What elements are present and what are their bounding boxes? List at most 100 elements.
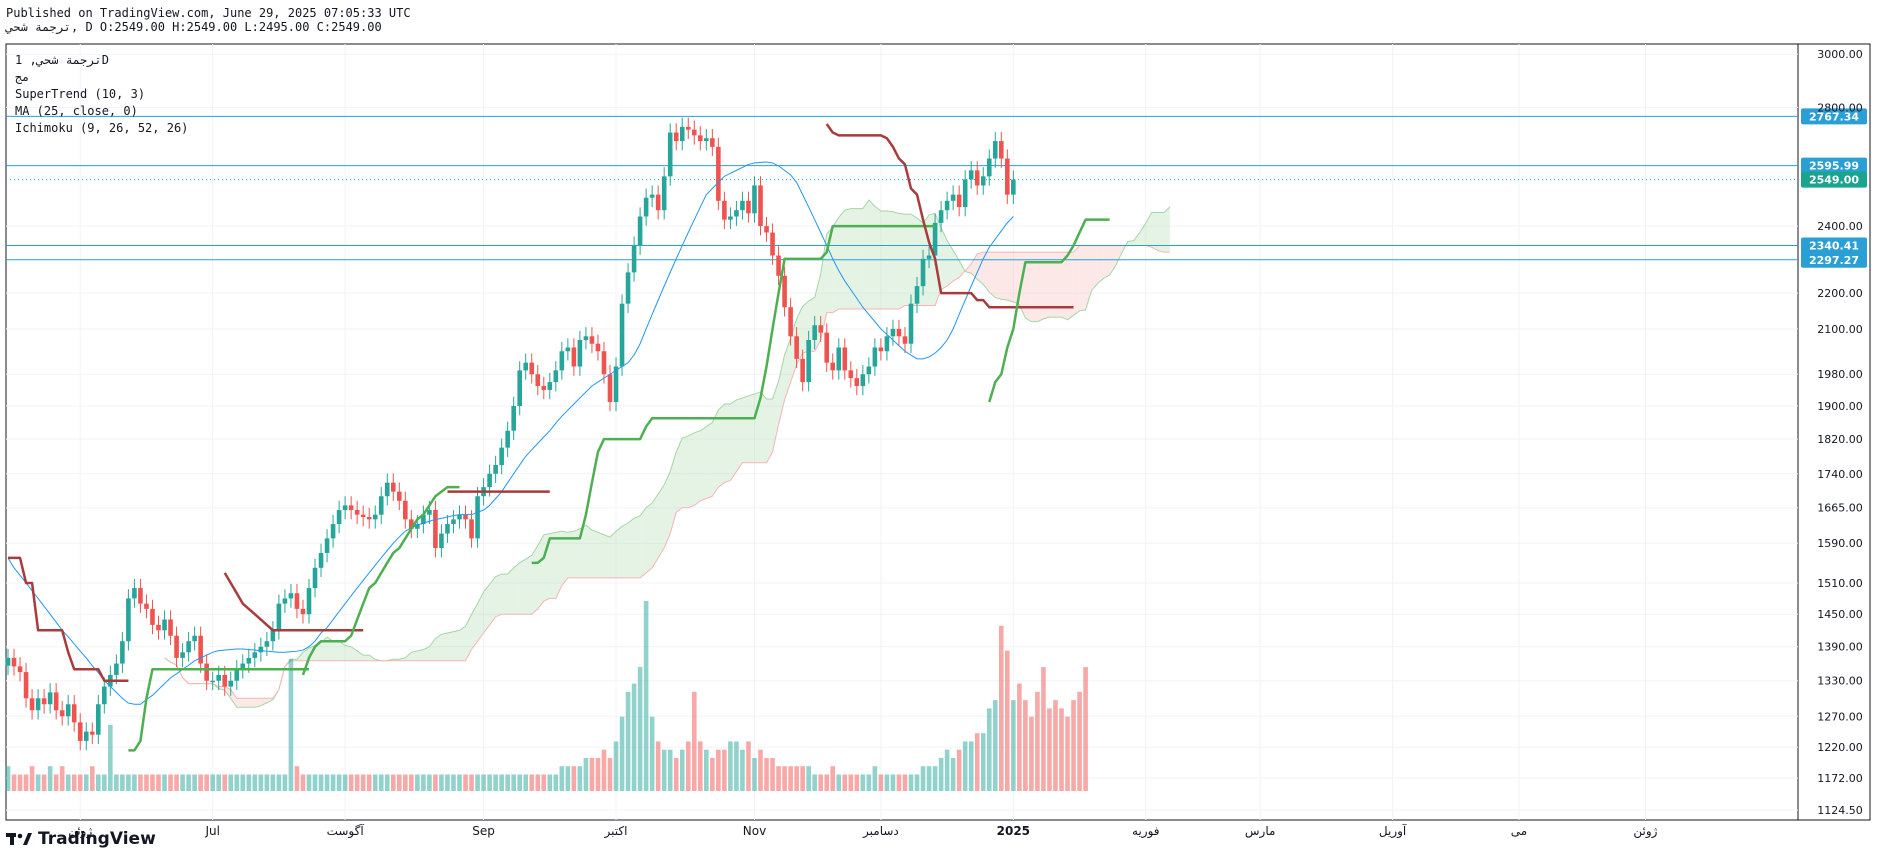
candle-body (794, 336, 799, 359)
legend-ma[interactable]: MA (25, close, 0) (15, 104, 138, 118)
volume-bar (144, 774, 149, 791)
candle-body (685, 126, 691, 130)
candle-body (932, 222, 938, 256)
volume-bar (264, 774, 270, 791)
volume-bar (649, 716, 655, 791)
volume-bar (1041, 667, 1046, 791)
volume-bar (547, 774, 553, 791)
volume-bar (613, 741, 619, 791)
candle-body (336, 510, 342, 525)
volume-bar (661, 749, 667, 791)
cloud-segment (405, 652, 412, 661)
volume-bar (83, 774, 89, 791)
volume-bar (469, 774, 474, 791)
cloud-segment (459, 626, 466, 661)
volume-bar (222, 774, 228, 791)
cloud-segment (224, 686, 231, 699)
price-level-label: 2767.34 (1809, 110, 1859, 123)
cloud-segment (610, 531, 617, 578)
cloud-segment (820, 234, 827, 341)
candle-body (156, 624, 161, 631)
volume-bar (710, 757, 715, 791)
price-tick-label: 1450.00 (1817, 608, 1863, 621)
volume-bar (96, 774, 101, 791)
candle-body (625, 272, 631, 304)
volume-bar (1017, 683, 1022, 791)
cloud-segment (724, 403, 731, 483)
volume-bar (29, 766, 35, 791)
tradingview-brand[interactable]: TradingView (6, 829, 156, 849)
candle-body (950, 194, 956, 201)
volume-bar (174, 774, 179, 791)
cloud-segment (465, 614, 472, 661)
volume-bar (445, 774, 450, 791)
price-level-tag (1801, 108, 1867, 125)
volume-bar (752, 757, 757, 791)
candle-body (192, 635, 197, 642)
time-tick-label: ژوئن (68, 824, 92, 839)
candle-body (360, 514, 366, 518)
volume-bar (595, 757, 601, 791)
candle-body (41, 698, 47, 705)
candle-body (884, 336, 890, 352)
cloud-segment (682, 435, 689, 508)
supertrend-up-segment (531, 224, 936, 565)
candle-body (228, 680, 234, 687)
volume-bar (601, 749, 607, 791)
candle-body (878, 347, 884, 352)
volume-bar (65, 774, 71, 791)
candle-body (210, 680, 215, 683)
volume-bar (950, 757, 956, 791)
candle-body (679, 126, 685, 142)
cloud-segment (248, 698, 255, 708)
candle-body (824, 332, 830, 363)
candle-body (956, 194, 962, 208)
candle-body (366, 517, 372, 520)
volume-bar (204, 774, 209, 791)
cloud-segment (345, 645, 352, 661)
volume-bar (366, 774, 372, 791)
volume-bar (348, 774, 354, 791)
cloud-segment (868, 200, 875, 310)
candle-body (457, 514, 462, 520)
volume-bar (481, 774, 486, 791)
candle-body (643, 197, 649, 217)
candle-body (29, 698, 35, 711)
cloud-segment (561, 531, 568, 586)
legend-ichimoku[interactable]: Ichimoku (9, 26, 52, 26) (15, 121, 189, 135)
volume-bar (162, 774, 167, 791)
candle-body (138, 588, 143, 604)
plot-frame (5, 43, 1871, 821)
volume-bar (1005, 650, 1010, 791)
cloud-segment (1031, 252, 1038, 322)
cloud-segment (525, 555, 532, 615)
volume-bar (168, 774, 173, 791)
volume-bar (372, 774, 378, 791)
ichimoku-cloud (164, 199, 1171, 708)
volume-bar (667, 749, 673, 791)
cloud-segment (519, 559, 526, 615)
candle-body (529, 362, 535, 375)
cloud-segment (736, 397, 743, 472)
volume-bar (932, 766, 938, 791)
candle-body (89, 731, 95, 735)
candle-body (583, 336, 589, 341)
volume-bar (999, 625, 1004, 791)
candle-body (150, 608, 155, 625)
candle-body (505, 430, 510, 448)
cloud-segment (477, 591, 484, 642)
candle-body (698, 135, 703, 142)
candle-body (710, 138, 715, 147)
legend-supertrend[interactable]: SuperTrend (10, 3) (15, 87, 146, 101)
cloud-segment (1049, 252, 1056, 318)
candle-body (788, 307, 793, 337)
time-tick-label: ژوئن (1633, 824, 1657, 839)
price-level-label: 2297.27 (1809, 254, 1859, 267)
volume-bar (23, 774, 29, 791)
candle-body (902, 336, 908, 344)
candle-body (499, 447, 504, 465)
volume-bar (53, 774, 59, 791)
candle-body (565, 347, 571, 352)
cloud-segment (634, 515, 641, 578)
